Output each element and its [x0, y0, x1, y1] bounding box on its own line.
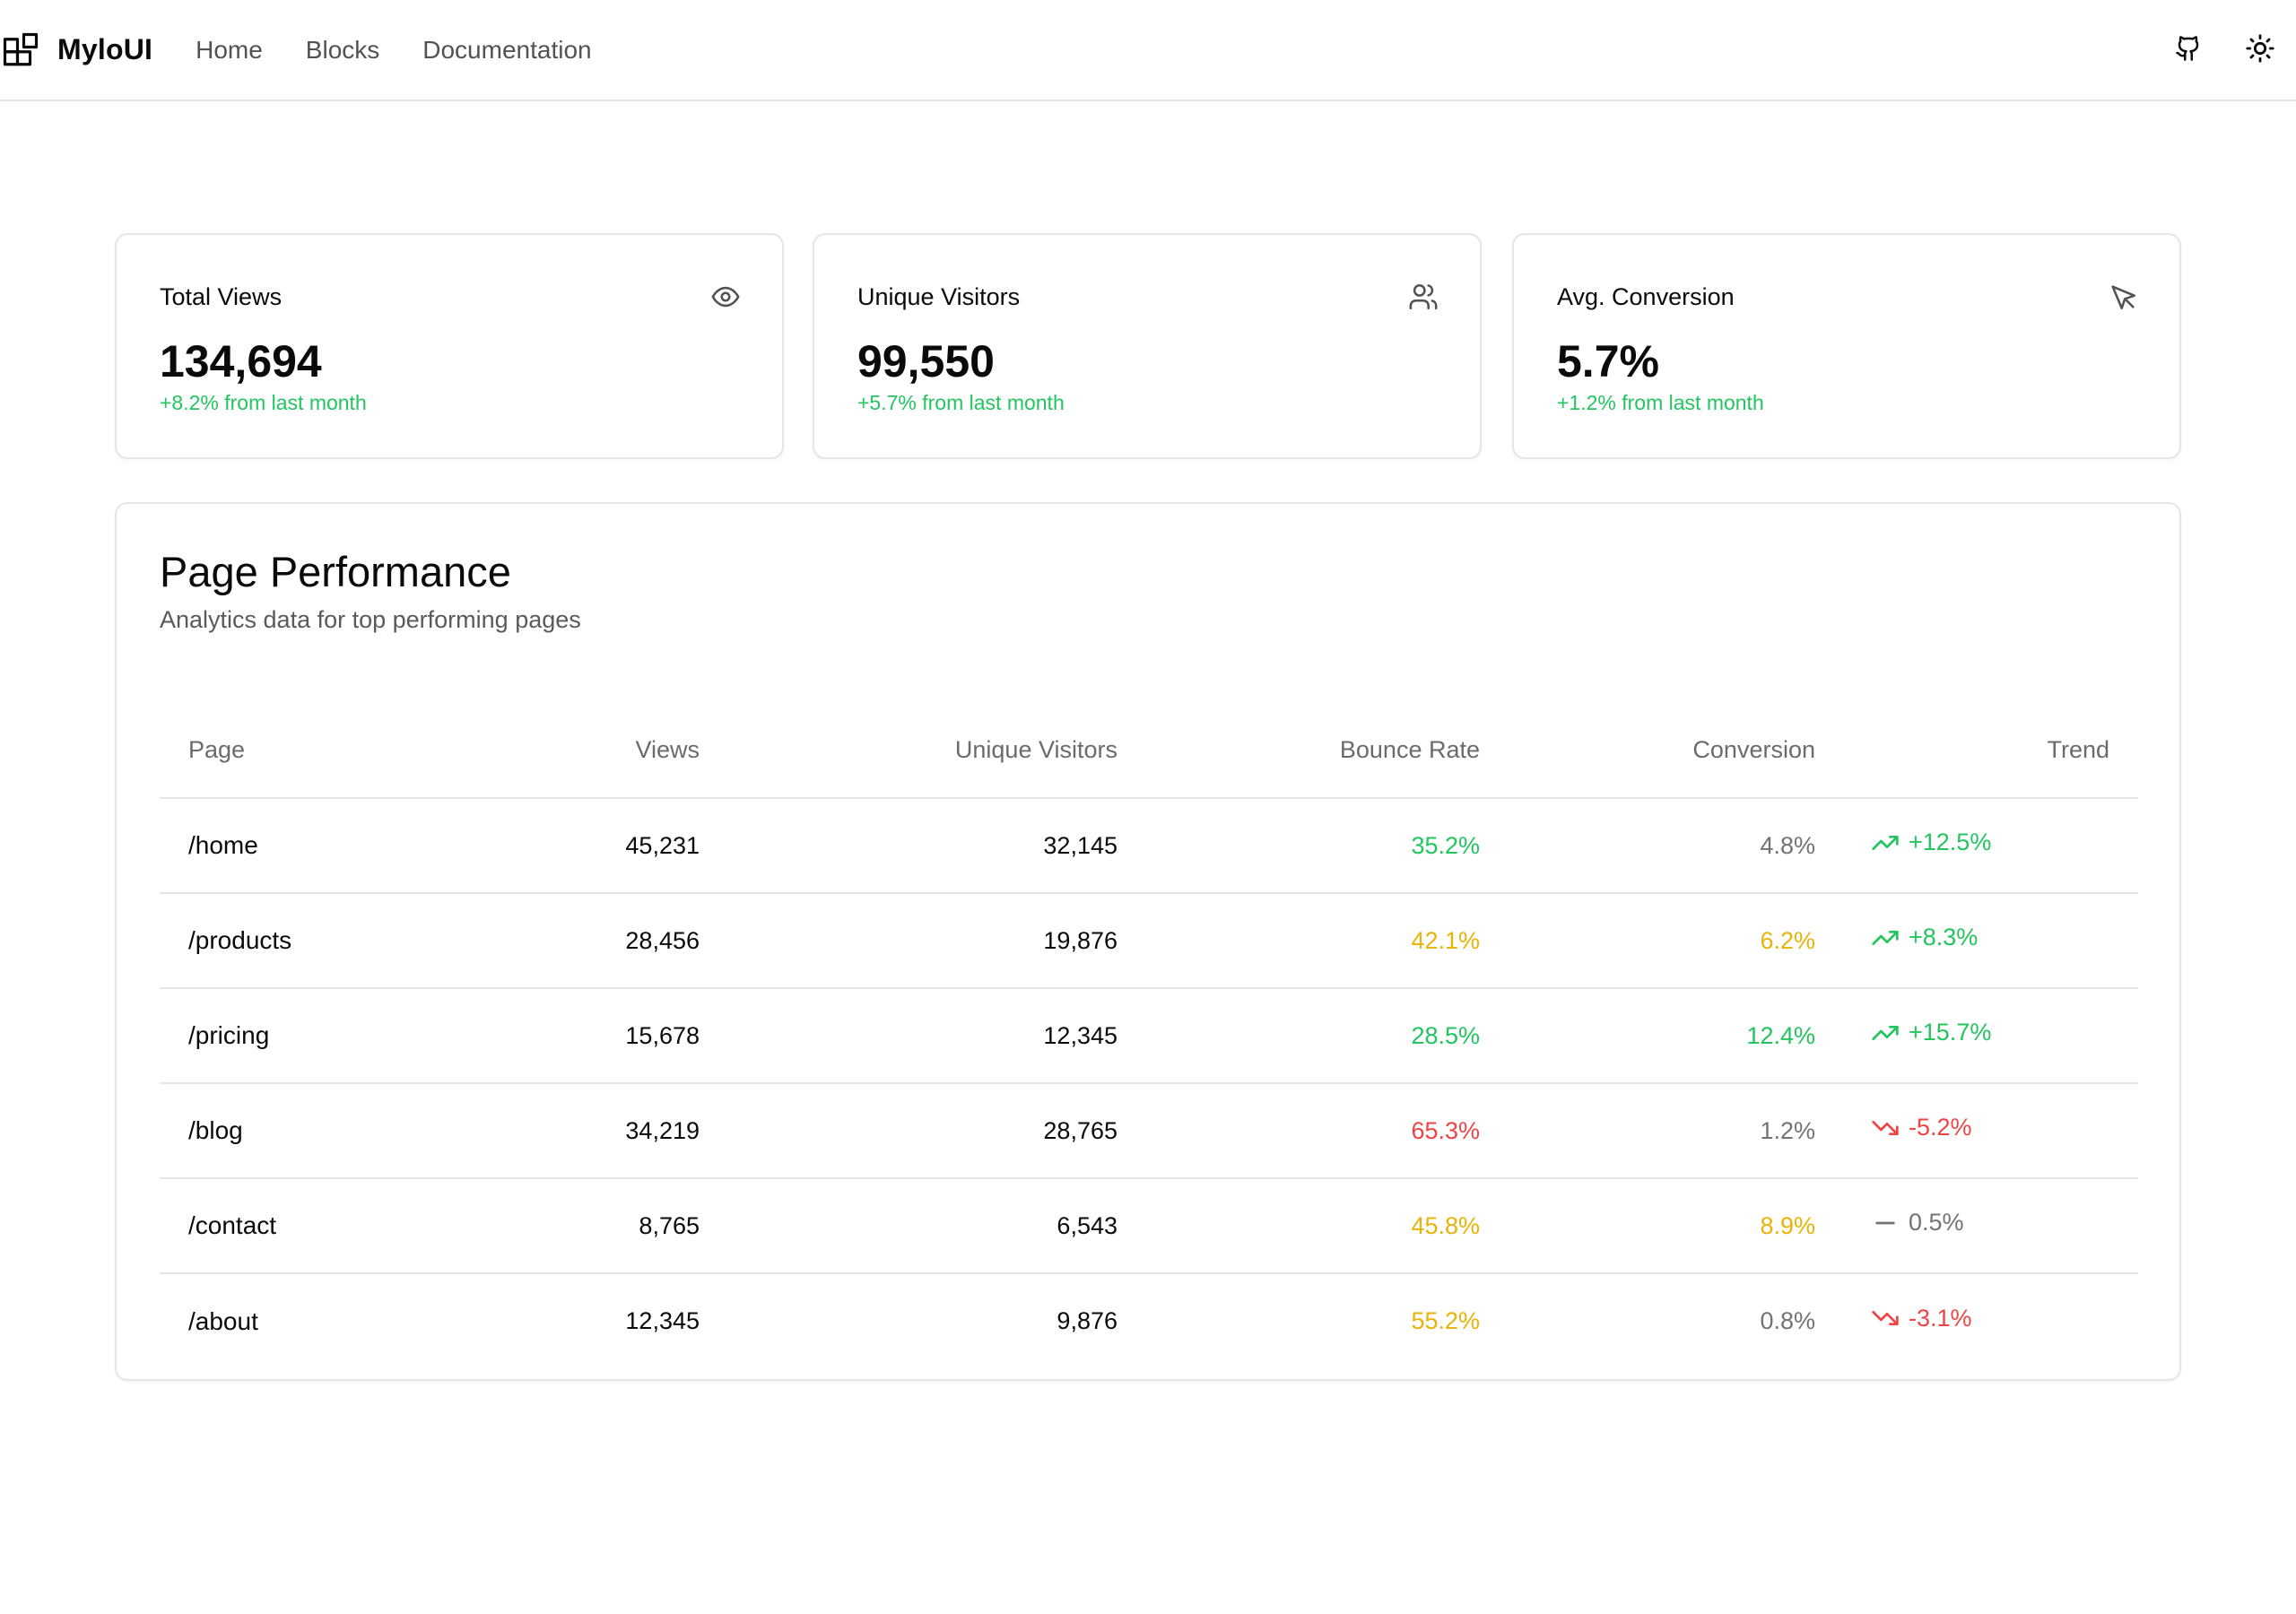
- column-header-bounce-rate: Bounce Rate: [1118, 703, 1480, 799]
- cell-trend: -5.2%: [1815, 1083, 2138, 1179]
- blocks-logo-icon: [2, 31, 39, 69]
- github-button[interactable]: [2169, 30, 2208, 70]
- nav-documentation[interactable]: Documentation: [422, 35, 592, 64]
- cell-page: /contact: [160, 1178, 500, 1274]
- sun-icon: [2245, 33, 2275, 68]
- trend-value: +15.7%: [1909, 1019, 1992, 1046]
- cell-conversion: 6.2%: [1480, 893, 1815, 989]
- trend-indicator: +15.7%: [1871, 1019, 1991, 1047]
- nav-home[interactable]: Home: [196, 35, 263, 64]
- trend-value: -5.2%: [1909, 1114, 1972, 1141]
- table-row[interactable]: /blog 34,219 28,765 65.3% 1.2% -5.2%: [160, 1083, 2138, 1179]
- stat-label: Unique Visitors: [857, 283, 1021, 310]
- cell-unique-visitors: 19,876: [700, 893, 1118, 989]
- trend-value: 0.5%: [1909, 1209, 1964, 1236]
- trend-value: -3.1%: [1909, 1304, 1972, 1332]
- trend-indicator: -3.1%: [1871, 1304, 1972, 1332]
- cell-page: /home: [160, 798, 500, 894]
- table-row[interactable]: /about 12,345 9,876 55.2% 0.8% -3.1%: [160, 1273, 2138, 1368]
- column-header-conversion: Conversion: [1480, 703, 1815, 799]
- cell-page: /products: [160, 893, 500, 989]
- cell-views: 8,765: [500, 1178, 700, 1274]
- trend-value: +12.5%: [1909, 829, 1992, 855]
- trend-indicator: 0.5%: [1871, 1209, 1964, 1237]
- trend-value: +8.3%: [1909, 924, 1979, 950]
- top-navbar: MyloUI Home Blocks Documentation: [0, 0, 2296, 101]
- cell-conversion: 4.8%: [1480, 798, 1815, 894]
- table-row[interactable]: /home 45,231 32,145 35.2% 4.8% +12.5%: [160, 798, 2138, 894]
- cell-page: /pricing: [160, 988, 500, 1084]
- trend-indicator: -5.2%: [1871, 1114, 1972, 1142]
- table-row[interactable]: /pricing 15,678 12,345 28.5% 12.4% +15.7%: [160, 988, 2138, 1084]
- trend-indicator: +8.3%: [1871, 924, 1978, 952]
- stat-label: Total Views: [160, 283, 283, 310]
- cell-bounce-rate: 42.1%: [1118, 893, 1480, 989]
- cell-views: 34,219: [500, 1083, 700, 1179]
- theme-toggle-button[interactable]: [2240, 30, 2280, 70]
- cell-conversion: 0.8%: [1760, 1307, 1815, 1334]
- cell-trend: +15.7%: [1815, 988, 2138, 1084]
- stat-card-unique-visitors: Unique Visitors 99,550 +5.7% from last m…: [813, 233, 1482, 459]
- cell-bounce-rate: 28.5%: [1118, 988, 1480, 1084]
- column-header-views: Views: [500, 703, 700, 799]
- performance-table: Page Views Unique Visitors Bounce Rate C…: [160, 703, 2138, 1368]
- cell-trend: +8.3%: [1815, 893, 2138, 989]
- cell-bounce-rate: 65.3%: [1118, 1083, 1480, 1179]
- section-subtitle: Analytics data for top performing pages: [160, 606, 581, 633]
- users-icon: [1408, 282, 1439, 312]
- cell-trend: -3.1%: [1815, 1273, 2138, 1368]
- column-header-page: Page: [160, 703, 500, 799]
- brand[interactable]: MyloUI: [2, 31, 152, 69]
- cell-page: /blog: [160, 1083, 500, 1179]
- stat-value: 99,550: [857, 336, 995, 386]
- column-header-trend: Trend: [1815, 703, 2138, 799]
- stat-value: 5.7%: [1557, 336, 1659, 386]
- cell-bounce-rate: 55.2%: [1411, 1307, 1480, 1334]
- cell-views: 12,345: [625, 1307, 700, 1334]
- trending-up-icon: [1871, 1019, 1900, 1047]
- trending-down-icon: [1871, 1304, 1900, 1332]
- section-title: Page Performance: [160, 548, 511, 595]
- cell-unique-visitors: 6,543: [700, 1178, 1118, 1274]
- trending-up-icon: [1871, 924, 1900, 952]
- trending-down-icon: [1871, 1114, 1900, 1142]
- table-row[interactable]: /products 28,456 19,876 42.1% 6.2% +8.3%: [160, 893, 2138, 989]
- cell-conversion: 1.2%: [1480, 1083, 1815, 1179]
- stat-delta: +1.2% from last month: [1557, 391, 1764, 414]
- cell-conversion: 8.9%: [1480, 1178, 1815, 1274]
- cell-conversion: 12.4%: [1480, 988, 1815, 1084]
- stat-card-avg-conversion: Avg. Conversion 5.7% +1.2% from last mon…: [1512, 233, 2181, 459]
- cell-views: 15,678: [500, 988, 700, 1084]
- trending-up-icon: [1871, 829, 1900, 857]
- stat-value: 134,694: [160, 336, 322, 386]
- trend-indicator: +12.5%: [1871, 829, 1991, 857]
- github-icon: [2175, 35, 2202, 66]
- table-row[interactable]: /contact 8,765 6,543 45.8% 8.9% 0.5%: [160, 1178, 2138, 1274]
- cell-unique-visitors: 28,765: [700, 1083, 1118, 1179]
- main-nav: Home Blocks Documentation: [196, 36, 592, 65]
- cell-unique-visitors: 12,345: [700, 988, 1118, 1084]
- cell-views: 28,456: [500, 893, 700, 989]
- stat-card-total-views: Total Views 134,694 +8.2% from last mont…: [115, 233, 784, 459]
- cell-trend: 0.5%: [1815, 1178, 2138, 1274]
- eye-icon: [710, 282, 741, 312]
- stat-delta: +5.7% from last month: [857, 391, 1065, 414]
- cell-unique-visitors: 9,876: [1057, 1307, 1118, 1334]
- brand-name: MyloUI: [57, 33, 153, 65]
- cell-views: 45,231: [500, 798, 700, 894]
- nav-blocks[interactable]: Blocks: [305, 35, 380, 64]
- column-header-unique-visitors: Unique Visitors: [700, 703, 1118, 799]
- table-header-row: Page Views Unique Visitors Bounce Rate C…: [160, 703, 2138, 799]
- cursor-icon: [2108, 282, 2138, 312]
- cell-page: /about: [188, 1306, 258, 1335]
- stat-delta: +8.2% from last month: [160, 391, 367, 414]
- cell-trend: +12.5%: [1815, 798, 2138, 894]
- cell-bounce-rate: 45.8%: [1118, 1178, 1480, 1274]
- cell-unique-visitors: 32,145: [700, 798, 1118, 894]
- page-performance-card: Page Performance Analytics data for top …: [115, 502, 2181, 1381]
- minus-icon: [1871, 1209, 1900, 1237]
- cell-bounce-rate: 35.2%: [1118, 798, 1480, 894]
- stat-label: Avg. Conversion: [1557, 283, 1735, 310]
